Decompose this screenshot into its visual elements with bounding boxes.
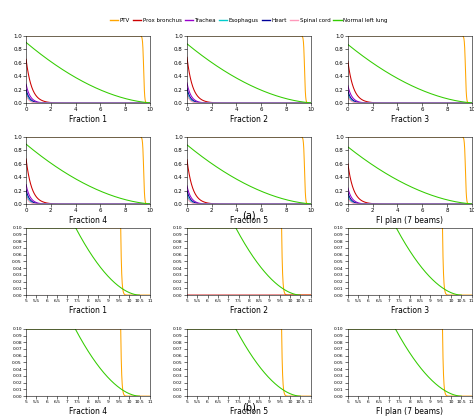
- Text: (b): (b): [242, 403, 256, 413]
- X-axis label: Fraction 3: Fraction 3: [391, 115, 429, 124]
- Legend: PTV, Prox bronchus, Trachea, Esophagus, Heart, Spinal cord, Normal left lung: PTV, Prox bronchus, Trachea, Esophagus, …: [108, 16, 390, 25]
- X-axis label: Fraction 1: Fraction 1: [69, 115, 107, 124]
- X-axis label: Fraction 1: Fraction 1: [69, 306, 107, 315]
- X-axis label: Fraction 2: Fraction 2: [230, 115, 268, 124]
- X-axis label: Fraction 5: Fraction 5: [230, 407, 268, 416]
- X-axis label: FI plan (7 beams): FI plan (7 beams): [376, 407, 443, 416]
- X-axis label: Fraction 4: Fraction 4: [69, 407, 107, 416]
- X-axis label: Fraction 2: Fraction 2: [230, 306, 268, 315]
- Text: (a): (a): [242, 211, 255, 221]
- X-axis label: Fraction 3: Fraction 3: [391, 306, 429, 315]
- X-axis label: Fraction 5: Fraction 5: [230, 216, 268, 225]
- X-axis label: Fraction 4: Fraction 4: [69, 216, 107, 225]
- X-axis label: FI plan (7 beams): FI plan (7 beams): [376, 216, 443, 225]
